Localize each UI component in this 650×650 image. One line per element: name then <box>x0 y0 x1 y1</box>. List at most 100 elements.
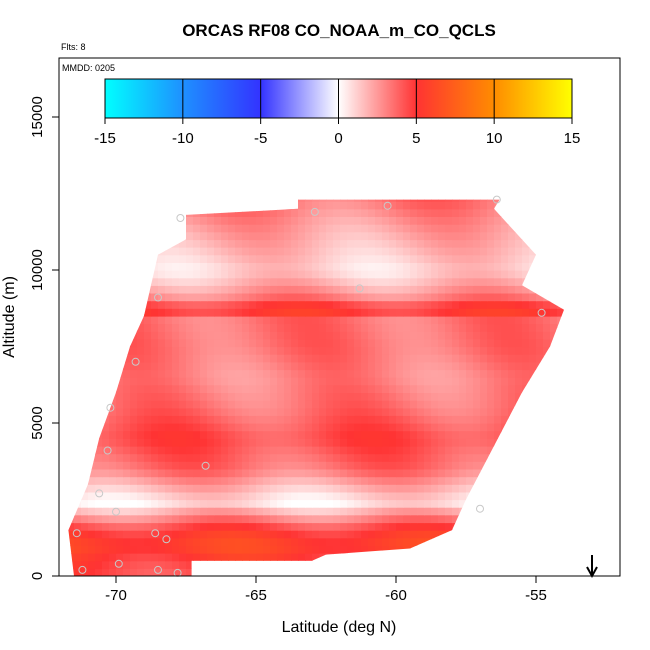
flights-note: Flts: 8 <box>61 42 86 52</box>
curtain-cell <box>172 315 180 325</box>
curtain-cell <box>228 247 236 256</box>
curtain-cell <box>571 408 579 416</box>
curtain-cell <box>228 239 236 248</box>
curtain-cell <box>193 415 201 424</box>
curtain-cell <box>487 507 495 516</box>
curtain-cell <box>270 476 278 485</box>
curtain-cell <box>466 461 474 470</box>
curtain-cell <box>417 199 425 202</box>
curtain-cell <box>130 254 138 263</box>
curtain-cell <box>452 507 460 516</box>
curtain-cell <box>340 407 348 416</box>
curtain-cell <box>109 430 117 439</box>
curtain-cell <box>564 199 565 202</box>
curtain-cell <box>116 461 124 470</box>
curtain-cell <box>305 446 313 455</box>
curtain-cell <box>95 369 103 378</box>
curtain-cell <box>81 384 89 393</box>
curtain-cell <box>74 514 82 524</box>
curtain-cell <box>571 285 579 293</box>
curtain-cell <box>333 484 341 493</box>
curtain-cell <box>81 262 89 271</box>
curtain-cell <box>109 338 117 348</box>
curtain-cell <box>249 407 257 416</box>
curtain-cell <box>235 384 243 393</box>
curtain-cell <box>473 453 481 462</box>
curtain-cell <box>249 277 257 286</box>
curtain-cell <box>389 277 397 286</box>
curtain-cell <box>95 446 103 455</box>
curtain-cell <box>284 346 292 355</box>
curtain-cell <box>214 468 222 478</box>
curtain-cell <box>263 346 271 355</box>
curtain-cell <box>116 491 124 501</box>
curtain-cell <box>396 199 404 202</box>
curtain-cell <box>494 231 502 241</box>
curtain-cell <box>550 308 558 317</box>
curtain-cell <box>410 292 418 302</box>
curtain-cell <box>193 522 201 531</box>
curtain-cell <box>480 346 488 355</box>
curtain-cell <box>515 545 523 554</box>
curtain-cell <box>368 568 376 576</box>
curtain-cell <box>529 568 537 576</box>
sample-point <box>492 195 501 204</box>
curtain-cell <box>109 514 117 524</box>
curtain-cell <box>291 507 299 516</box>
curtain-cell <box>284 224 292 233</box>
curtain-cell <box>74 292 82 302</box>
curtain-cell <box>60 431 68 439</box>
curtain-cell <box>410 468 418 478</box>
curtain-cell <box>375 568 383 576</box>
curtain-cell <box>417 270 425 279</box>
curtain-cell <box>123 453 131 462</box>
curtain-cell <box>382 476 390 485</box>
curtain-cell <box>68 231 75 241</box>
curtain-cell <box>200 285 208 294</box>
curtain-cell <box>529 423 537 432</box>
curtain-cell <box>158 308 166 317</box>
curtain-cell <box>123 224 131 233</box>
curtain-cell <box>312 277 320 286</box>
curtain-cell <box>389 461 397 470</box>
curtain-cell <box>186 346 194 355</box>
curtain-cell <box>382 354 390 363</box>
curtain-cell <box>221 247 229 256</box>
curtain-cell <box>200 423 208 432</box>
curtain-cell <box>347 308 355 317</box>
curtain-cell <box>263 323 271 332</box>
curtain-cell <box>536 331 544 340</box>
curtain-cell <box>424 484 432 493</box>
curtain-cell <box>298 369 306 378</box>
curtain-cell <box>578 415 586 423</box>
curtain-cell <box>382 553 390 562</box>
curtain-cell <box>242 323 250 332</box>
curtain-cell <box>123 407 131 416</box>
curtain-cell <box>291 522 299 531</box>
curtain-cell <box>256 262 264 271</box>
curtain-cell <box>557 491 565 501</box>
curtain-cell <box>452 369 460 378</box>
curtain-cell <box>221 476 229 485</box>
curtain-cell <box>382 361 390 371</box>
curtain-cell <box>235 224 243 233</box>
curtain-cell <box>144 239 152 248</box>
curtain-cell <box>326 292 334 302</box>
curtain-cell <box>200 438 208 447</box>
curtain-cell <box>123 514 131 524</box>
curtain-cell <box>95 384 103 393</box>
curtain-cell <box>550 369 558 378</box>
curtain-cell <box>410 285 418 294</box>
curtain-cell <box>361 208 369 217</box>
curtain-cell <box>445 247 453 256</box>
curtain-cell <box>347 522 355 531</box>
curtain-cell <box>550 461 558 470</box>
curtain-cell <box>550 354 558 363</box>
curtain-cell <box>529 199 537 202</box>
curtain-cell <box>361 308 369 317</box>
curtain-cell <box>256 423 264 432</box>
curtain-cell <box>550 377 558 386</box>
curtain-cell <box>340 522 348 531</box>
curtain-cell <box>88 270 96 279</box>
